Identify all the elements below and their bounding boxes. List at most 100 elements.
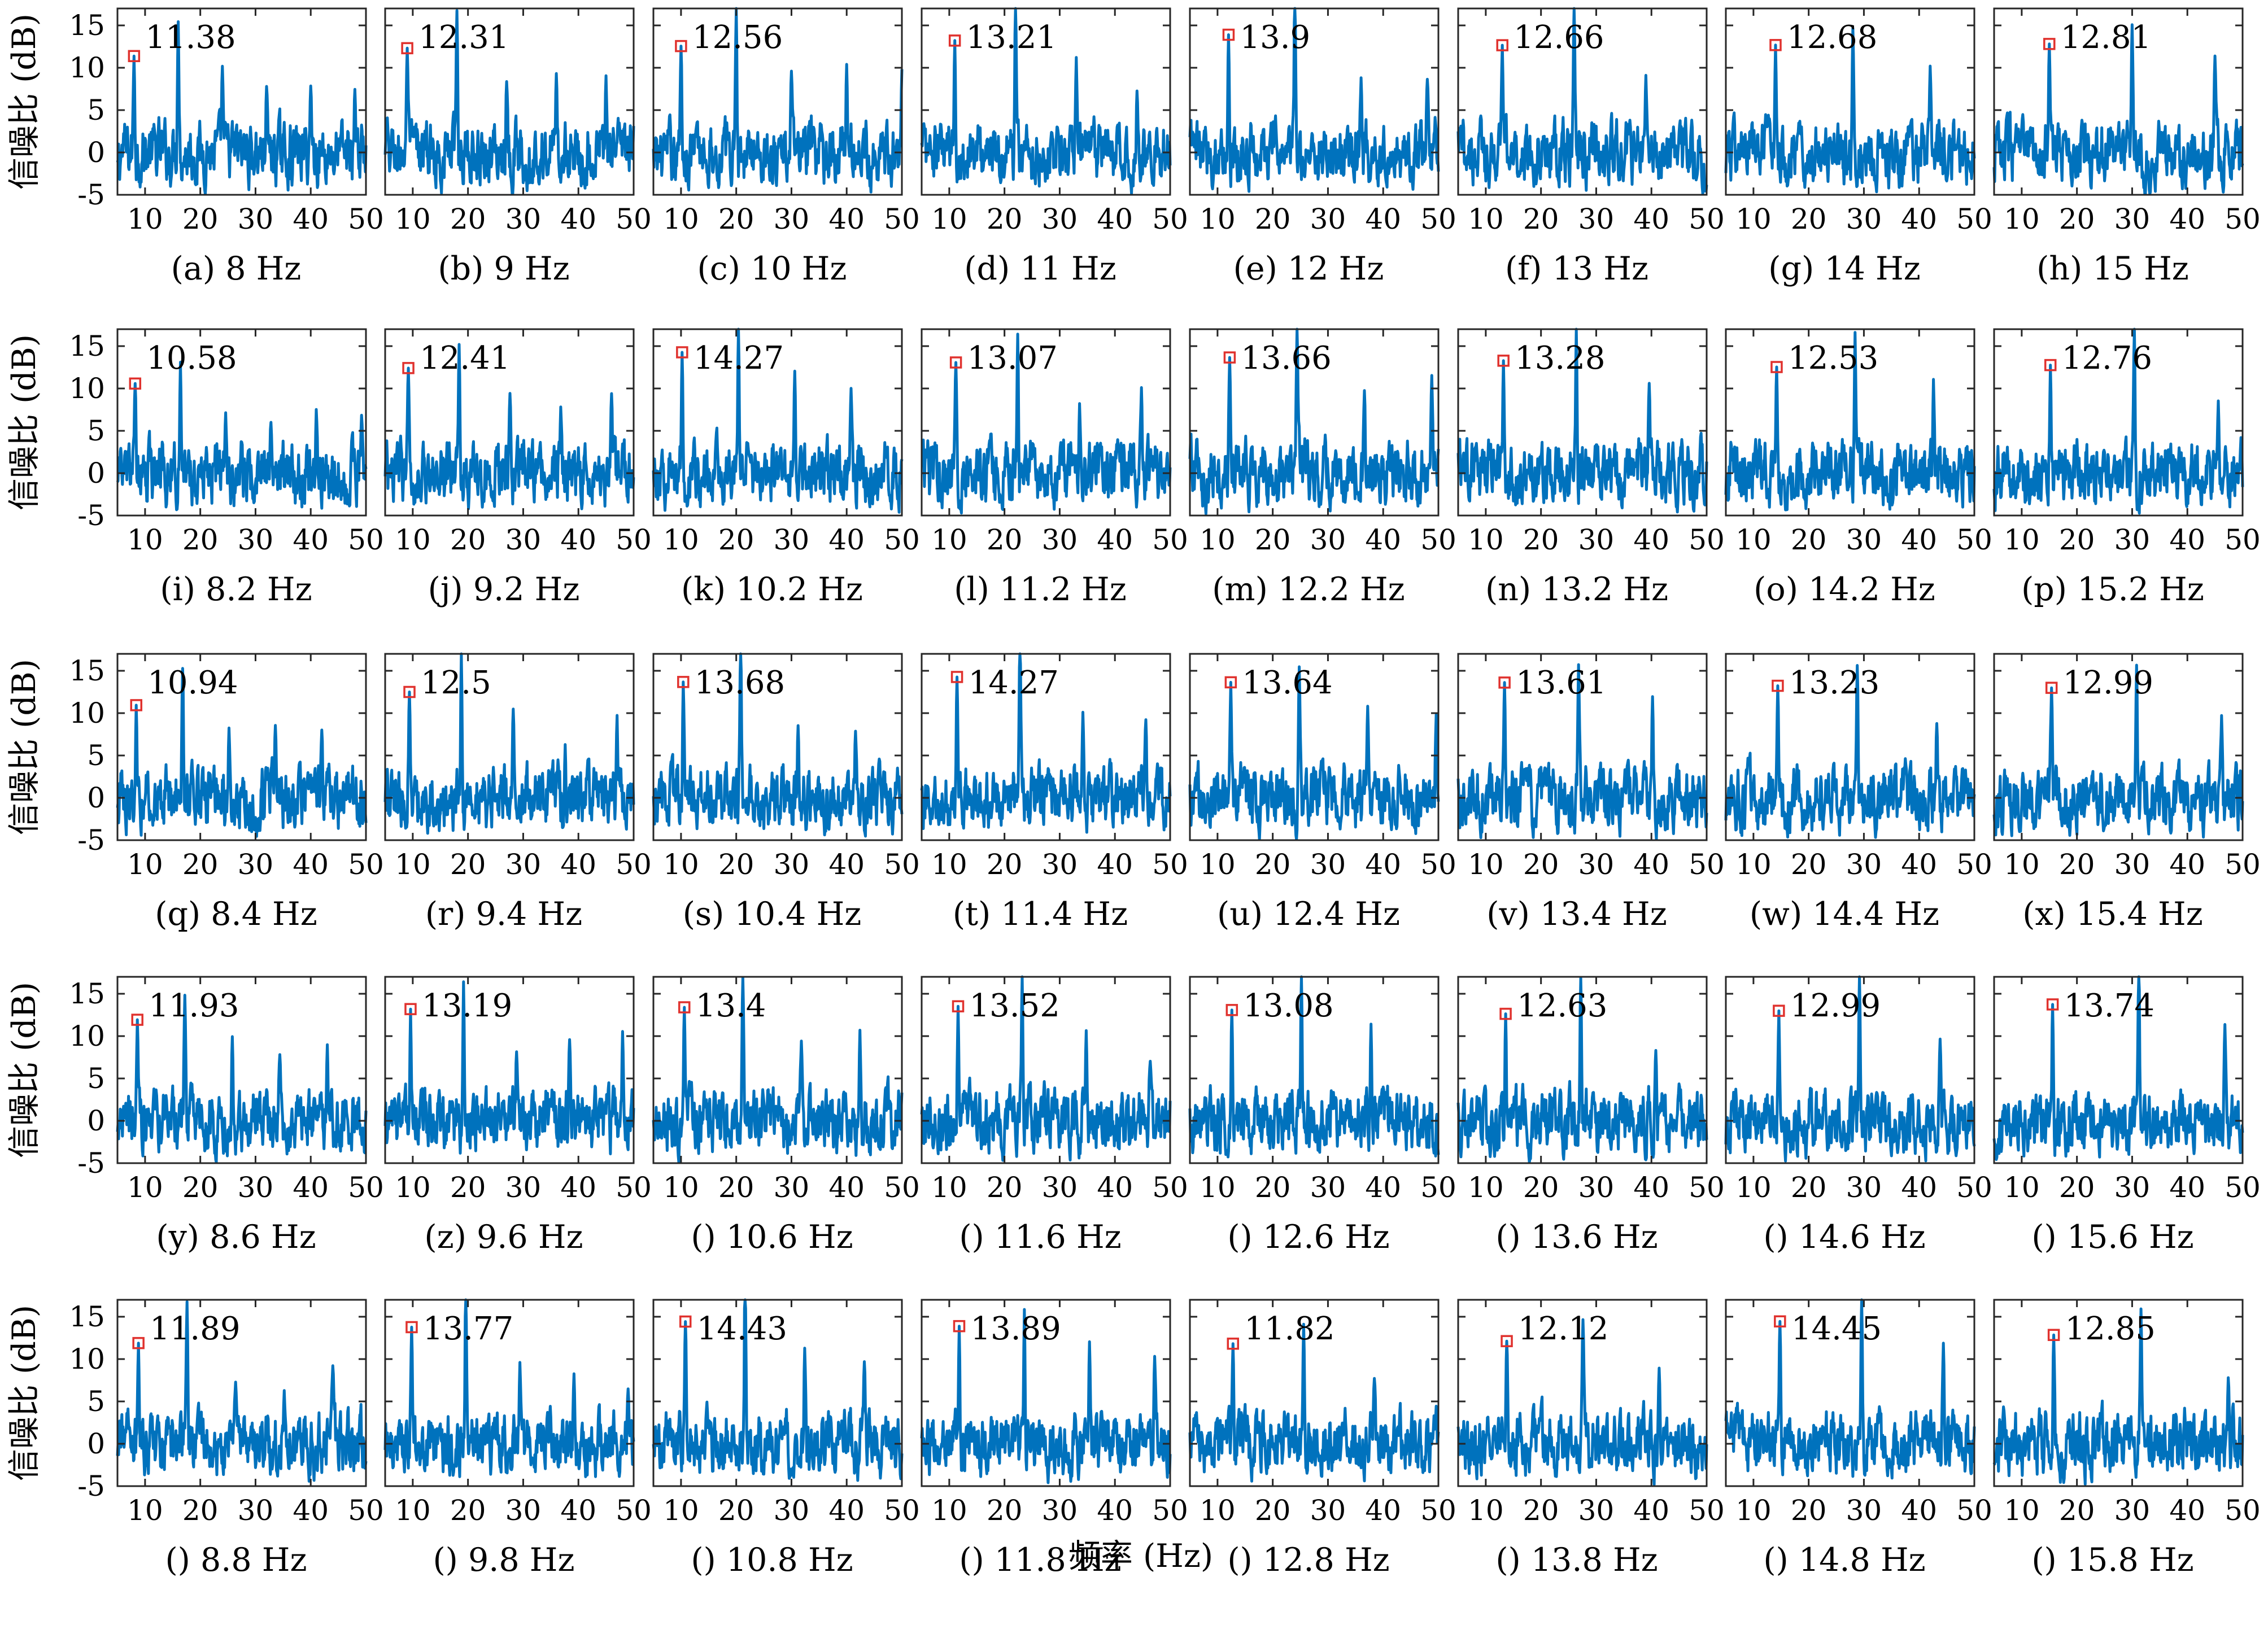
peak-marker [129,377,142,390]
snr-spectrum-line [1992,327,2244,515]
x-tick-label: 20 [987,1494,1023,1527]
y-tick-label: 5 [87,94,105,126]
subplot-panel: 10 20 30 40 50 12.99 (x) 15.4 Hz [1992,653,2261,933]
x-tick-label: 50 [2225,1494,2261,1527]
snr-spectrum-line [1724,331,1976,512]
x-tick-label: 20 [718,1494,754,1527]
subplot-caption: (k) 10.2 Hz [681,571,863,608]
x-tick-label: 30 [238,1494,274,1527]
snr-spectrum-line [1992,1307,2244,1486]
snr-spectrum-line [116,1300,368,1483]
peak-value-label: 13.08 [1243,988,1333,1024]
x-tick-label: 40 [1901,848,1937,881]
peak-marker [677,676,690,688]
peak-marker [678,1001,691,1014]
x-tick-label: 10 [1735,203,1772,235]
peak-marker [675,40,687,53]
subplot-caption: (l) 11.2 Hz [954,571,1127,608]
snr-spectrum-line [920,652,1172,834]
x-tick-label: 10 [127,1171,163,1204]
axes-box [1189,976,1440,1164]
snr-spectrum-line [1456,327,1708,514]
peak-value-label: 14.27 [969,665,1059,701]
subplot-caption: () 12.8 Hz [1227,1541,1389,1579]
x-tick-label: 10 [1735,848,1772,881]
snr-spectrum-line [652,652,904,838]
x-tick-label: 50 [616,848,652,881]
y-tick-label: 15 [69,977,105,1010]
subplot-panel: 10 20 30 40 50 13.66 (m) 12.2 Hz [1188,327,1456,608]
axes-box [921,976,1171,1164]
axes-box [1457,653,1708,841]
snr-spectrum-line [1992,975,2244,1161]
x-tick-label: 50 [1420,1494,1456,1527]
x-tick-label: 40 [1097,848,1133,881]
x-tick-label: 50 [1420,1171,1456,1204]
y-tick-label: 10 [69,697,105,730]
x-tick-label: 10 [2004,1171,2040,1204]
x-tick-label: 40 [2169,848,2205,881]
subplot-panel: 10 20 30 40 50 13.61 (v) 13.4 Hz [1456,653,1725,933]
x-tick-label: 40 [1365,1494,1401,1527]
x-tick-label: 50 [884,848,920,881]
axes-box [1993,328,2244,517]
peak-value-label: 12.5 [421,665,491,701]
snr-spectrum-line [1724,27,1976,194]
snr-spectrum-line [1992,663,2244,838]
x-tick-label: 30 [505,1494,542,1527]
x-tick-label: 30 [238,848,274,881]
x-tick-label: 40 [1097,523,1133,556]
x-tick-label: 20 [1791,848,1827,881]
subplot-caption: (w) 14.4 Hz [1750,896,1939,933]
subplot-panel: 10 20 30 40 50 12.85 () 15.8 Hz [1992,1299,2261,1579]
x-tick-label: 20 [1791,523,1827,556]
peak-value-label: 12.66 [1514,19,1604,56]
subplot-caption: (a) 8 Hz [171,250,302,287]
x-tick-label: 50 [348,523,384,556]
subplot-caption: () 14.6 Hz [1763,1218,1925,1256]
x-tick-label: 50 [1689,848,1725,881]
axes-box [921,7,1171,196]
subplot-panel: 10 20 30 40 50 12.63 () 13.6 Hz [1456,976,1725,1256]
peak-marker [128,50,141,63]
x-tick-label: 10 [1200,203,1236,235]
x-tick-label: 10 [127,1494,163,1527]
x-tick-label: 40 [1365,1171,1401,1204]
subplot-caption: (h) 15 Hz [2036,250,2189,287]
peak-value-label: 13.23 [1789,665,1879,701]
x-tick-label: 40 [293,523,329,556]
x-tick-label: 30 [1310,203,1346,235]
peak-value-label: 11.93 [149,988,239,1024]
subplot-caption: (t) 11.4 Hz [953,896,1128,933]
axes-box [921,328,1171,517]
x-tick-label: 40 [1365,523,1401,556]
x-tick-label: 30 [1578,848,1615,881]
x-tick-label: 20 [1255,1494,1291,1527]
subplot-panel: 10 20 30 40 50 -5 0 5 10 15 信噪比 (dB) 11.93 (y) 8.6 H… [6,976,384,1256]
x-tick-label: 50 [616,523,652,556]
x-tick-label: 40 [2169,203,2205,235]
subplot-panel: 10 20 30 40 50 13.68 (s) 10.4 Hz [652,652,920,933]
snr-spectrum-line [1456,663,1708,841]
snr-spectrum-line [116,360,368,512]
peak-marker [1225,1004,1238,1016]
peak-marker [405,1321,418,1334]
axes-box [921,653,1171,841]
x-tick-label: 50 [1956,203,1992,235]
subplot-caption: (u) 12.4 Hz [1217,896,1400,933]
x-tick-label: 20 [450,203,486,235]
peak-value-label: 13.66 [1241,340,1331,377]
peak-marker [1499,1007,1512,1020]
x-tick-label: 50 [1152,848,1188,881]
subplot-panel: 10 20 30 40 50 12.12 () 13.8 Hz [1456,1299,1725,1579]
x-tick-label: 50 [2225,203,2261,235]
x-tick-label: 20 [1255,203,1291,235]
peak-value-label: 10.94 [147,665,238,701]
x-tick-label: 50 [1420,523,1456,556]
x-tick-label: 10 [2004,1494,2040,1527]
peak-marker [130,699,142,711]
x-tick-label: 40 [1365,203,1401,235]
subplot-panel: 10 20 30 40 50 12.81 (h) 15 Hz [1992,7,2261,287]
snr-spectrum-line [116,667,368,838]
x-tick-label: 50 [1689,1494,1725,1527]
